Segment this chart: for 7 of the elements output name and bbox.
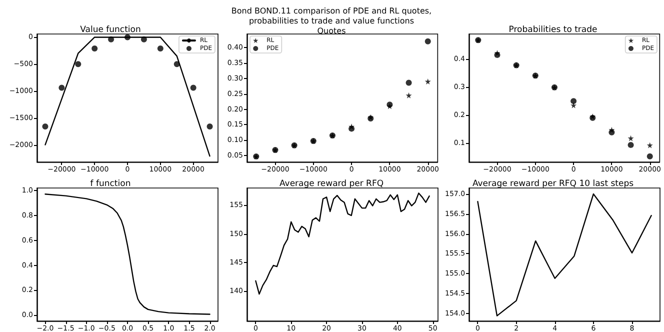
chart-title: Value function — [80, 25, 141, 35]
chart-title: Average reward per RFQ 10 last steps — [472, 179, 634, 189]
chart-title: Average reward per RFQ — [279, 179, 384, 189]
chart-subtitle: Quotes — [317, 26, 346, 36]
chart-title: Probabilities to trade — [508, 25, 598, 35]
chart-title: f function — [90, 179, 131, 189]
chart-title: Bond BOND.11 comparison of PDE and RL quotes, probabilities to trade and value functions — [231, 6, 432, 26]
